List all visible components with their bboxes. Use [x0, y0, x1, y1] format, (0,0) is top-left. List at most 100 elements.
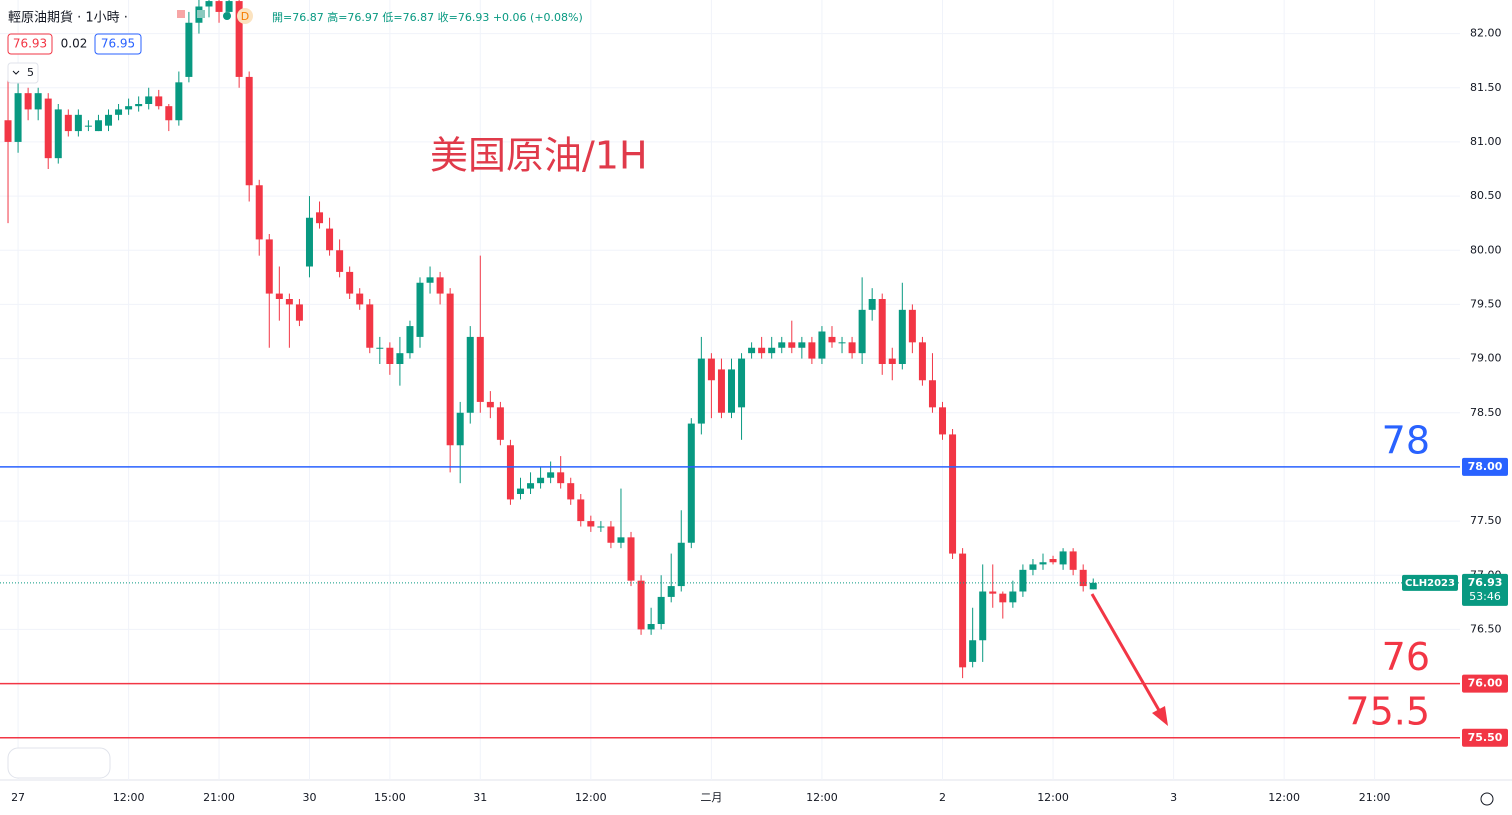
candle-body [185, 22, 193, 77]
symbol-tag-text: CLH2023 [1405, 578, 1455, 589]
y-tick-label: 79.00 [1470, 352, 1502, 365]
candle-body [466, 336, 474, 413]
candle-body [537, 477, 545, 484]
candle-body [14, 93, 22, 142]
candle-body [336, 250, 344, 272]
candle-body [225, 1, 233, 12]
candle-body [848, 342, 856, 354]
candle-body [215, 1, 223, 12]
candle-body [918, 342, 926, 381]
icon [237, 8, 253, 24]
level-label: 75.5 [1345, 689, 1430, 733]
candle-body [54, 109, 62, 159]
candle-body [748, 347, 756, 354]
candle-body [125, 106, 133, 110]
candle-body [4, 120, 12, 142]
candle-body [1009, 591, 1017, 603]
candle-body [798, 342, 806, 348]
candle-body [898, 309, 906, 364]
candle-body [939, 407, 947, 435]
candle-body [969, 640, 977, 662]
candle-body [788, 342, 796, 348]
candle-body [1019, 569, 1027, 592]
icon [177, 10, 185, 18]
candle-body [547, 472, 555, 478]
y-tick-label: 81.00 [1470, 135, 1502, 148]
y-tick-label: 80.00 [1470, 243, 1502, 256]
candle-body [255, 185, 263, 240]
candle-body [677, 542, 685, 587]
y-tick-label: 79.50 [1470, 297, 1502, 310]
candle-body [717, 369, 725, 413]
chevron [12, 70, 20, 75]
candle-body [979, 591, 987, 641]
bid-box[interactable] [7, 33, 53, 55]
x-tick-label: 12:00 [1268, 791, 1300, 804]
candle-body [888, 358, 896, 364]
y-tick-label: 77.50 [1470, 514, 1502, 527]
candle-body [145, 96, 153, 104]
level-label: 78 [1382, 418, 1430, 462]
candle-body [396, 353, 404, 364]
candle-body [436, 277, 444, 294]
icon [197, 10, 205, 18]
candle-body [1039, 562, 1047, 565]
icon-text: D [241, 10, 249, 23]
candle-body [527, 483, 535, 489]
settings-icon[interactable] [1480, 792, 1494, 806]
candle-body [908, 309, 916, 343]
candle-body [506, 445, 514, 500]
symbol-title: 輕原油期貨 · 1小時 · [8, 10, 128, 26]
candle-body [557, 472, 565, 484]
level-tag [1462, 674, 1508, 693]
level-tag-text: 78.00 [1468, 460, 1503, 473]
candle-body [758, 347, 766, 354]
candle-body [64, 114, 72, 132]
candle-body [567, 483, 575, 500]
candle-body [868, 299, 876, 310]
header: 輕原油期貨 · 1小時 · D 開=76.87 高=76.97 低=76.87 … [7, 8, 583, 84]
level-tag [1462, 728, 1508, 747]
ask-box[interactable] [94, 33, 142, 55]
plot [0, 0, 1460, 780]
candle-body [326, 228, 334, 251]
candle-body [74, 114, 82, 132]
level-tag [1462, 457, 1508, 476]
icon [223, 12, 231, 20]
candle-body [1049, 559, 1057, 563]
candle-body [928, 380, 936, 408]
x-tick-label: 12:00 [1037, 791, 1069, 804]
x-tick-label: 30 [302, 791, 316, 804]
candle-body [959, 553, 967, 668]
input-box[interactable] [7, 747, 111, 779]
candle-body [305, 217, 313, 267]
x-tick-label: 二月 [700, 791, 722, 804]
x-tick-label: 15:00 [374, 791, 406, 804]
candle-body [356, 293, 364, 305]
candle-body [637, 580, 645, 630]
candle-body [115, 109, 123, 115]
candle-body [285, 299, 293, 305]
candle-body [84, 125, 92, 127]
candle-body [617, 537, 625, 543]
candle-body [989, 591, 997, 594]
candle-body [165, 106, 173, 121]
price-tag [1462, 573, 1508, 606]
countdown: 53:46 [1469, 590, 1501, 603]
candle-body [94, 120, 102, 132]
candle-body [768, 347, 776, 354]
x-tick-label: 12:00 [113, 791, 145, 804]
bid: 76.93 [13, 37, 47, 51]
x-tick-label: 31 [473, 791, 487, 804]
candle-body [808, 342, 816, 359]
candle-body [496, 407, 504, 440]
candle-body [999, 593, 1007, 603]
candle-body [728, 369, 735, 413]
candle-body [456, 412, 464, 446]
y-tick-label: 80.50 [1470, 189, 1502, 202]
indicator-box[interactable] [7, 62, 39, 84]
candle-body [577, 499, 585, 522]
candle-body [1059, 551, 1067, 565]
